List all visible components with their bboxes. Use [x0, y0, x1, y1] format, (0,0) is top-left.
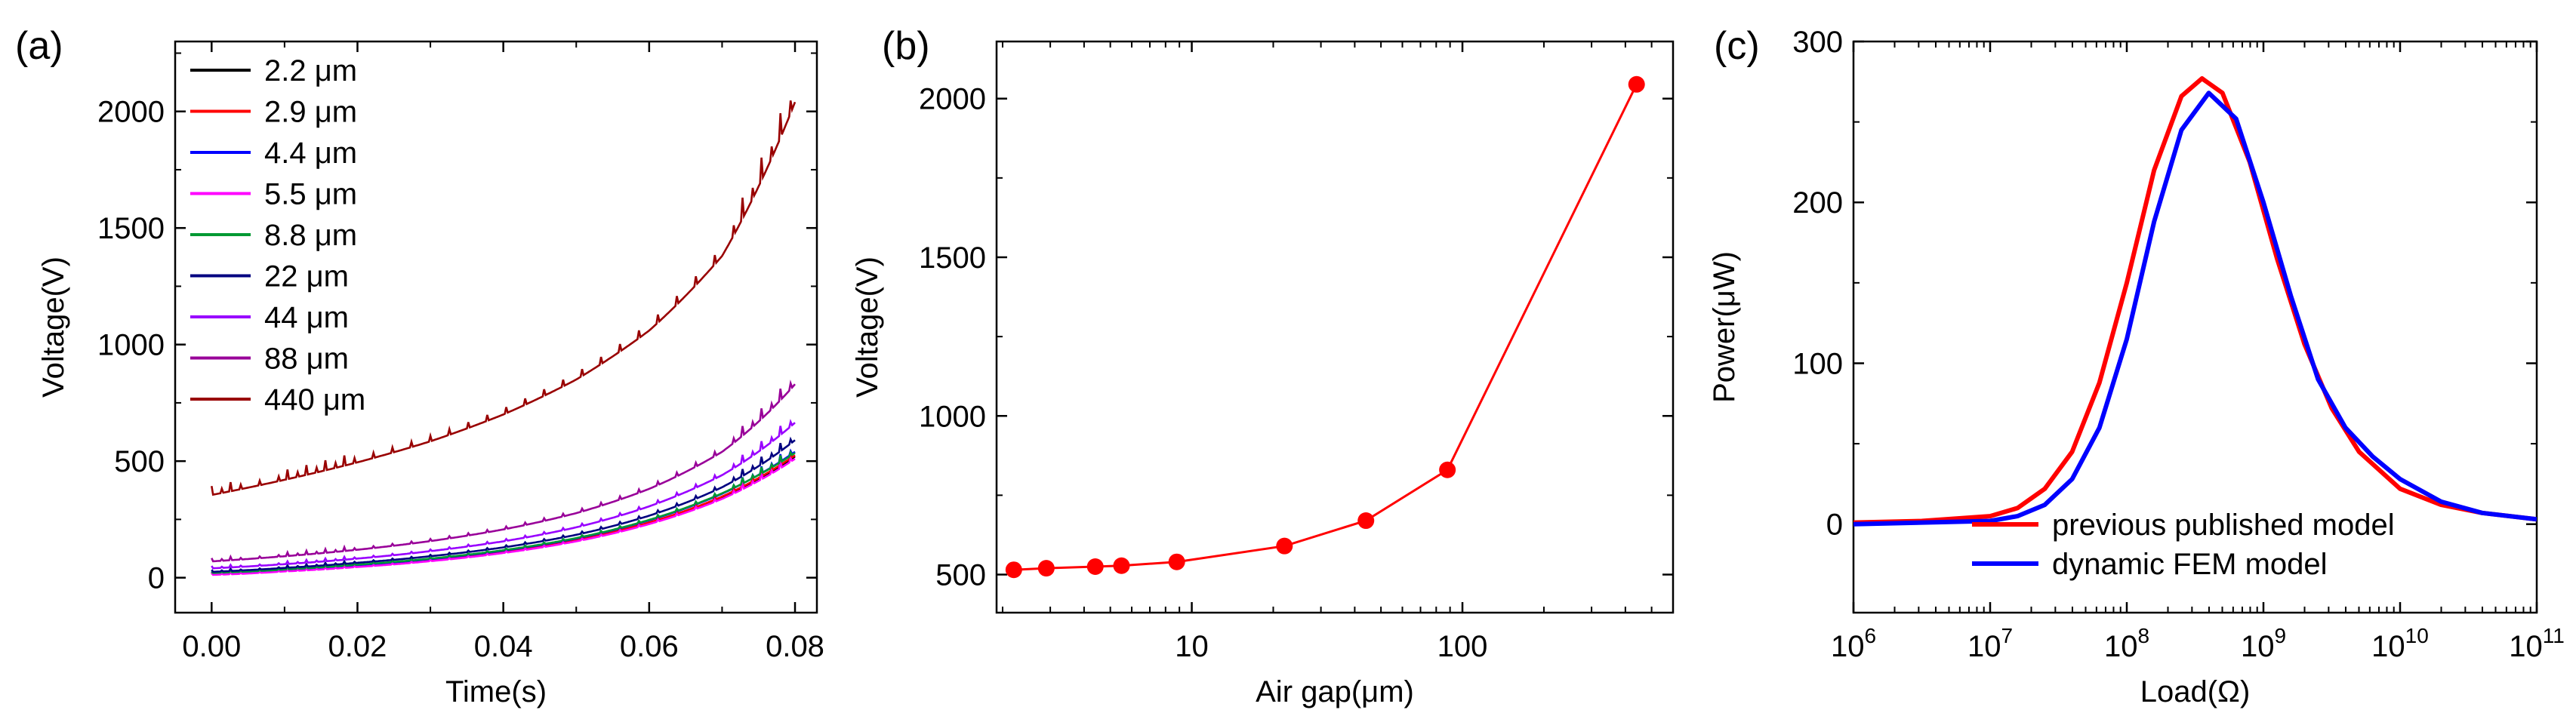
x-tick-label: 1010	[2371, 624, 2429, 663]
y-tick-label: 300	[1792, 26, 1843, 59]
y-tick-label: 200	[1792, 186, 1843, 220]
y-axis-label: Voltage(V)	[851, 257, 884, 398]
axis-frame	[995, 40, 1675, 614]
plot-area	[1853, 76, 2537, 527]
y-tick-label: 1000	[97, 329, 165, 362]
x-tick-label: 0.04	[474, 630, 533, 663]
series-line	[1853, 76, 2537, 525]
series-line	[211, 419, 796, 570]
axis-frame	[1852, 40, 2538, 614]
y-tick-label: 2000	[919, 83, 986, 116]
panel-label: (a)	[15, 24, 63, 68]
legend-entry: 4.4 μm	[264, 137, 357, 170]
series-line	[211, 100, 797, 496]
panel-2: (b) 500 1000 1500 2000 10 100 Air gap(μm) Voltag…	[851, 24, 1675, 708]
x-tick-label: 100	[1437, 630, 1488, 663]
y-tick-label: 1000	[919, 400, 986, 433]
data-point	[1168, 553, 1185, 570]
series-line	[211, 450, 796, 574]
data-point	[1276, 537, 1293, 555]
y-tick-label: 0	[1826, 509, 1843, 542]
x-axis-label: Load(Ω)	[2140, 675, 2251, 708]
y-tick-label: 500	[935, 559, 986, 592]
legend-entry: 8.8 μm	[264, 219, 357, 252]
panel-label: (b)	[882, 24, 930, 68]
panel-1: (a) 0 500 1000 1500 2000 0.00 0.02 0.04 0.06 0.08 T…	[15, 24, 824, 708]
x-tick-label: 0.00	[182, 630, 241, 663]
x-tick-label: 1011	[2509, 624, 2565, 663]
legend-entry: previous published model	[2052, 509, 2395, 542]
panel-3: (c) 0 100 200 300 106 107 108 109 1010 1011 Load(Ω)…	[1708, 24, 2565, 708]
panel-label: (c)	[1714, 24, 1760, 68]
y-tick-label: 1500	[919, 241, 986, 275]
data-point	[1086, 558, 1104, 576]
legend-entry: 440 μm	[264, 383, 365, 416]
legend-entry: 88 μm	[264, 343, 349, 376]
y-tick-label: 0	[148, 562, 165, 595]
data-point	[1628, 75, 1645, 93]
legend-entry: 2.2 μm	[264, 54, 357, 88]
legend-entry: 2.9 μm	[264, 96, 357, 129]
legend: 2.2 μm 2.9 μm 4.4 μm 5.5 μm 8.8 μm 22 μm 44 μm…	[190, 54, 365, 416]
x-tick-label: 109	[2241, 624, 2286, 663]
x-axis-label: Air gap(μm)	[1256, 675, 1414, 708]
plot-area	[1005, 75, 1645, 579]
legend-entry: 5.5 μm	[264, 178, 357, 211]
legend-entry: 22 μm	[264, 260, 349, 293]
axis-frame	[174, 40, 818, 614]
x-tick-label: 0.06	[620, 630, 679, 663]
legend-entry: 44 μm	[264, 301, 349, 334]
data-point	[1005, 561, 1022, 579]
data-point	[1113, 557, 1130, 574]
y-axis-label: Power(μW)	[1708, 251, 1741, 403]
x-tick-label: 0.08	[766, 630, 824, 663]
y-tick-label: 2000	[97, 96, 165, 129]
x-tick-label: 107	[1967, 624, 2013, 663]
series-line	[211, 456, 796, 576]
x-tick-label: 106	[1831, 624, 1876, 663]
plot-area	[211, 100, 797, 576]
y-axis-label: Voltage(V)	[37, 257, 70, 398]
x-tick-label: 0.02	[328, 630, 387, 663]
legend-entry: dynamic FEM model	[2052, 548, 2328, 581]
x-axis-label: Time(s)	[445, 675, 547, 708]
data-point	[1357, 512, 1375, 530]
series-line	[211, 453, 796, 576]
y-tick-label: 500	[114, 445, 165, 478]
series-line	[1013, 84, 1638, 571]
data-point	[1037, 560, 1055, 577]
y-tick-label: 1500	[97, 212, 165, 245]
legend: previous published model dynamic FEM mode…	[1972, 509, 2395, 581]
series-line	[211, 436, 796, 573]
y-tick-label: 100	[1792, 347, 1843, 380]
data-point	[1439, 461, 1456, 478]
series-line	[211, 380, 796, 563]
x-tick-label: 10	[1175, 630, 1209, 663]
x-tick-label: 108	[2104, 624, 2149, 663]
series-line	[1853, 91, 2537, 527]
